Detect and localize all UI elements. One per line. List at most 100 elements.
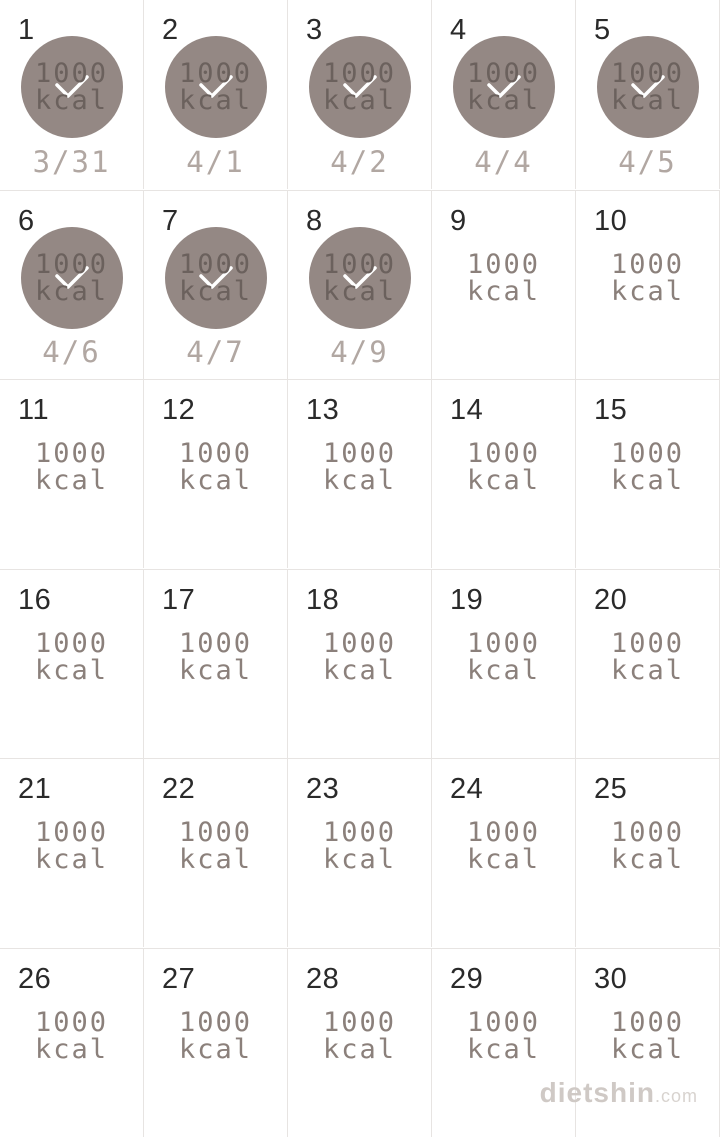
day-cell[interactable]: 91000kcal [432, 190, 576, 379]
day-number: 9 [450, 205, 467, 238]
kcal-label: 1000kcal [35, 1009, 108, 1063]
kcal-label: 1000kcal [179, 440, 252, 494]
kcal-unit: kcal [611, 467, 684, 494]
completed-circle [309, 227, 411, 329]
completed-circle [21, 36, 123, 138]
day-number: 20 [594, 584, 627, 617]
day-cell[interactable]: 18 1000kcal [288, 569, 432, 758]
watermark-main: dietshin [540, 1077, 655, 1108]
date-label: 4/7 [144, 335, 287, 369]
kcal-unit: kcal [35, 1036, 108, 1063]
kcal-unit: kcal [611, 846, 684, 873]
completed-circle [309, 36, 411, 138]
day-number: 4 [450, 14, 467, 47]
day-cell[interactable]: 19 1000kcal [432, 569, 576, 758]
kcal-label: 1000kcal [467, 1009, 540, 1063]
kcal-unit: kcal [323, 467, 396, 494]
kcal-label: 1000kcal [35, 630, 108, 684]
day-cell[interactable]: 20 1000kcal [576, 569, 720, 758]
day-cell[interactable]: 61000kcal4/6 [0, 190, 144, 379]
kcal-label: 1000kcal [35, 819, 108, 873]
day-number: 12 [162, 394, 195, 427]
kcal-value: 1000 [323, 630, 396, 657]
day-number: 15 [594, 394, 627, 427]
kcal-unit: kcal [179, 846, 252, 873]
kcal-unit: kcal [611, 1036, 684, 1063]
day-number: 26 [18, 963, 51, 996]
day-cell[interactable]: 12 1000kcal [144, 379, 288, 568]
day-cell[interactable]: 11000kcal3/31 [0, 0, 144, 189]
day-number: 1 [18, 14, 35, 47]
kcal-label: 1000kcal [467, 251, 540, 305]
day-number: 16 [18, 584, 51, 617]
check-icon [49, 64, 95, 110]
day-cell[interactable]: 211000kcal [0, 758, 144, 947]
day-cell[interactable]: 101000kcal [576, 190, 720, 379]
day-cell[interactable]: 141000kcal [432, 379, 576, 568]
check-icon [49, 255, 95, 301]
day-cell[interactable]: 271000kcal [144, 948, 288, 1137]
day-number: 6 [18, 205, 35, 238]
kcal-value: 1000 [323, 819, 396, 846]
day-number: 19 [450, 584, 483, 617]
kcal-label: 1000kcal [323, 630, 396, 684]
kcal-value: 1000 [179, 630, 252, 657]
check-icon [193, 64, 239, 110]
kcal-unit: kcal [467, 657, 540, 684]
kcal-value: 1000 [611, 440, 684, 467]
day-cell[interactable]: 21000kcal4/1 [144, 0, 288, 189]
day-number: 5 [594, 14, 611, 47]
kcal-value: 1000 [35, 440, 108, 467]
kcal-unit: kcal [35, 657, 108, 684]
kcal-value: 1000 [35, 630, 108, 657]
day-cell[interactable]: 71000kcal4/7 [144, 190, 288, 379]
day-number: 11 [18, 394, 49, 427]
date-label: 4/6 [0, 335, 143, 369]
kcal-label: 1000kcal [467, 630, 540, 684]
day-cell[interactable]: 131000kcal [288, 379, 432, 568]
day-cell[interactable]: 231000kcal [288, 758, 432, 947]
kcal-label: 1000kcal [323, 1009, 396, 1063]
day-cell[interactable]: 31000kcal4/2 [288, 0, 432, 189]
day-cell[interactable]: 26 1000kcal [0, 948, 144, 1137]
kcal-unit: kcal [179, 1036, 252, 1063]
date-label: 4/2 [288, 145, 431, 179]
kcal-label: 1000kcal [323, 819, 396, 873]
day-cell[interactable]: 281000kcal [288, 948, 432, 1137]
kcal-value: 1000 [611, 819, 684, 846]
kcal-unit: kcal [35, 846, 108, 873]
day-cell[interactable]: 241000kcal [432, 758, 576, 947]
day-number: 30 [594, 963, 627, 996]
kcal-label: 1000kcal [611, 630, 684, 684]
day-cell[interactable]: 22 1000kcal [144, 758, 288, 947]
day-number: 22 [162, 773, 195, 806]
day-cell[interactable]: 41000kcal4/4 [432, 0, 576, 189]
kcal-value: 1000 [35, 819, 108, 846]
day-cell[interactable]: 15 1000kcal [576, 379, 720, 568]
kcal-unit: kcal [467, 278, 540, 305]
kcal-unit: kcal [611, 278, 684, 305]
kcal-unit: kcal [467, 467, 540, 494]
watermark: dietshin.com [540, 1077, 698, 1109]
date-label: 4/9 [288, 335, 431, 369]
check-icon [337, 255, 383, 301]
kcal-label: 1000kcal [179, 1009, 252, 1063]
watermark-suffix: .com [655, 1086, 698, 1106]
kcal-value: 1000 [179, 1009, 252, 1036]
day-cell[interactable]: 251000kcal [576, 758, 720, 947]
kcal-value: 1000 [467, 819, 540, 846]
kcal-label: 1000kcal [179, 819, 252, 873]
day-number: 18 [306, 584, 339, 617]
day-number: 29 [450, 963, 483, 996]
kcal-value: 1000 [323, 1009, 396, 1036]
day-cell[interactable]: 171000kcal [144, 569, 288, 758]
day-cell[interactable]: 51000kcal4/5 [576, 0, 720, 189]
completed-circle [597, 36, 699, 138]
day-cell[interactable]: 81000kcal4/9 [288, 190, 432, 379]
kcal-label: 1000kcal [611, 440, 684, 494]
day-cell[interactable]: 111000kcal [0, 379, 144, 568]
kcal-unit: kcal [179, 467, 252, 494]
check-icon [337, 64, 383, 110]
day-cell[interactable]: 16 1000kcal [0, 569, 144, 758]
kcal-label: 1000kcal [467, 819, 540, 873]
